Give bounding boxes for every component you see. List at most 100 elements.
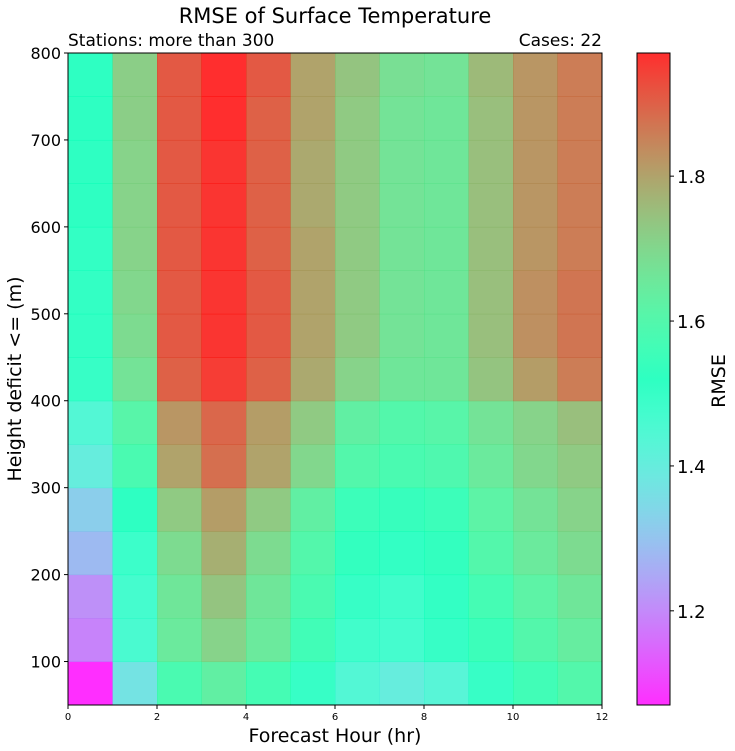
heatmap-cell bbox=[424, 444, 469, 489]
heatmap-cell bbox=[513, 53, 558, 97]
colorbar bbox=[637, 53, 670, 705]
heatmap-cell bbox=[424, 357, 469, 402]
heatmap-cell bbox=[68, 53, 113, 97]
heatmap-cell bbox=[157, 183, 202, 228]
x-tick-label: 0 bbox=[65, 712, 71, 723]
heatmap-cell bbox=[246, 183, 291, 228]
heatmap-cell bbox=[68, 661, 113, 706]
y-axis-ticks: 100 200 300 400 500 600 700 800 bbox=[30, 44, 68, 672]
heatmap-cell bbox=[68, 618, 113, 663]
heatmap-cell bbox=[379, 96, 425, 141]
heatmap-cell bbox=[112, 531, 158, 576]
colorbar-tick-label: 1.8 bbox=[677, 167, 706, 188]
heatmap-cell bbox=[557, 53, 603, 97]
y-tick-label: 400 bbox=[30, 392, 61, 411]
heatmap-cell bbox=[513, 444, 558, 489]
heatmap-cell bbox=[424, 270, 469, 315]
heatmap-cell bbox=[557, 183, 603, 228]
heatmap-cell bbox=[379, 183, 425, 228]
heatmap-cell bbox=[201, 661, 247, 706]
heatmap-cell bbox=[513, 574, 558, 619]
heatmap-cell bbox=[157, 53, 202, 97]
heatmap-cell bbox=[246, 661, 291, 706]
colorbar-tick-label: 1.2 bbox=[677, 602, 706, 623]
y-tick-label: 100 bbox=[30, 653, 61, 672]
heatmap-cell bbox=[424, 661, 469, 706]
heatmap-cell bbox=[112, 618, 158, 663]
heatmap-cell bbox=[557, 270, 603, 315]
heatmap-cell bbox=[201, 53, 247, 97]
heatmap-cell bbox=[157, 226, 202, 271]
heatmap-cell bbox=[424, 487, 469, 532]
heatmap-cell bbox=[513, 618, 558, 663]
heatmap-cell bbox=[246, 270, 291, 315]
heatmap-cell bbox=[112, 139, 158, 184]
heatmap-cell bbox=[246, 313, 291, 358]
heatmap-cell bbox=[68, 487, 113, 532]
heatmap-cell bbox=[157, 270, 202, 315]
heatmap-cell bbox=[112, 574, 158, 619]
heatmap-cell bbox=[68, 183, 113, 228]
heatmap-cell bbox=[557, 226, 603, 271]
heatmap-cell bbox=[157, 574, 202, 619]
x-tick-label: 12 bbox=[596, 712, 609, 723]
heatmap-cell bbox=[112, 400, 158, 445]
heatmap-cell bbox=[557, 400, 603, 445]
heatmap-cell bbox=[290, 53, 336, 97]
heatmap-cell bbox=[424, 400, 469, 445]
y-tick-label: 300 bbox=[30, 479, 61, 498]
colorbar-frame bbox=[636, 52, 671, 706]
heatmap-cell bbox=[335, 357, 380, 402]
heatmap-cell bbox=[246, 444, 291, 489]
heatmap-cell bbox=[157, 139, 202, 184]
x-tick-label: 2 bbox=[154, 712, 160, 723]
heatmap-cell bbox=[201, 574, 247, 619]
heatmap-cell bbox=[557, 531, 603, 576]
heatmap-cell bbox=[379, 313, 425, 358]
heatmap-cell bbox=[290, 444, 336, 489]
y-tick-label: 500 bbox=[30, 305, 61, 324]
heatmap-cell bbox=[112, 487, 158, 532]
heatmap-cell bbox=[335, 531, 380, 576]
heatmap-cell bbox=[68, 400, 113, 445]
heatmap-cell bbox=[335, 618, 380, 663]
heatmap-cell bbox=[557, 139, 603, 184]
heatmap-cell bbox=[290, 183, 336, 228]
heatmap-cell bbox=[246, 96, 291, 141]
heatmap-cell bbox=[379, 357, 425, 402]
heatmap-cell bbox=[157, 96, 202, 141]
x-tick-label: 6 bbox=[332, 712, 338, 723]
heatmap-cell bbox=[335, 574, 380, 619]
colorbar-tick-label: 1.6 bbox=[677, 312, 706, 333]
heatmap-cell bbox=[468, 531, 514, 576]
heatmap-cell bbox=[201, 400, 247, 445]
heatmap-cell bbox=[246, 226, 291, 271]
heatmap-cell bbox=[513, 96, 558, 141]
heatmap-cell bbox=[246, 487, 291, 532]
heatmap-cell bbox=[68, 226, 113, 271]
heatmap-cell bbox=[379, 270, 425, 315]
heatmap-cell bbox=[157, 618, 202, 663]
heatmap-cell bbox=[246, 139, 291, 184]
heatmap-cell bbox=[157, 313, 202, 358]
heatmap-cell bbox=[335, 226, 380, 271]
heatmap-cell bbox=[335, 487, 380, 532]
heatmap-cell bbox=[112, 96, 158, 141]
heatmap-cell bbox=[246, 400, 291, 445]
heatmap-cell bbox=[201, 183, 247, 228]
heatmap-cell bbox=[68, 139, 113, 184]
heatmap-cell bbox=[112, 270, 158, 315]
heatmap-cell bbox=[424, 139, 469, 184]
heatmap-cell bbox=[424, 313, 469, 358]
heatmap-cell bbox=[557, 574, 603, 619]
heatmap-cell bbox=[557, 618, 603, 663]
heatmap-cell bbox=[513, 487, 558, 532]
heatmap-cell bbox=[201, 270, 247, 315]
heatmap-cell bbox=[290, 226, 336, 271]
heatmap-cell bbox=[379, 661, 425, 706]
heatmap-cell bbox=[557, 313, 603, 358]
heatmap-cell bbox=[513, 531, 558, 576]
heatmap-cell bbox=[379, 487, 425, 532]
heatmap-cell bbox=[424, 574, 469, 619]
y-tick-label: 700 bbox=[30, 131, 61, 150]
